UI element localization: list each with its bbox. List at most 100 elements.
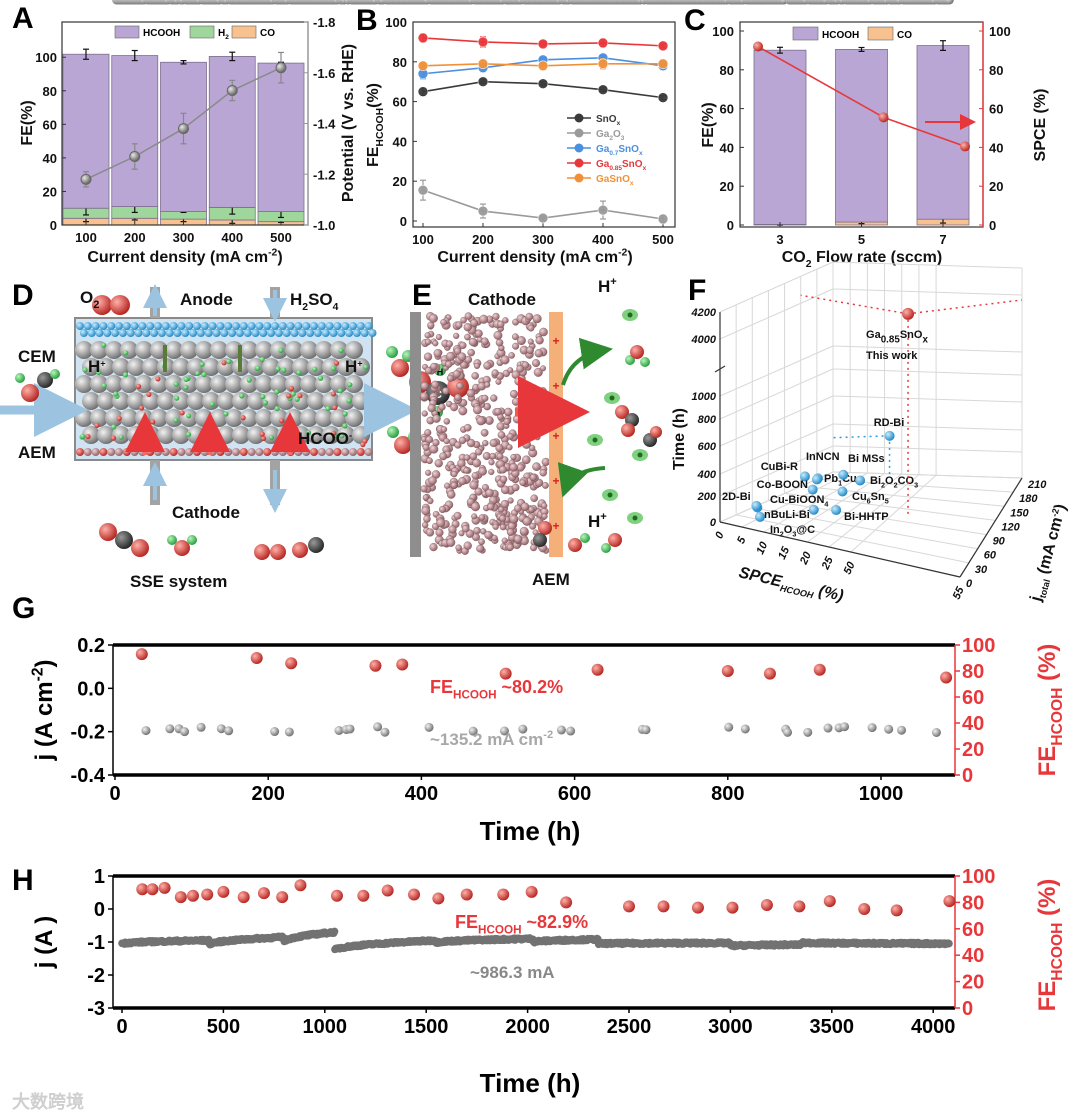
current-annotation-part: ~986.3 mA bbox=[470, 963, 555, 982]
fe-point bbox=[760, 899, 773, 912]
data-point bbox=[597, 58, 609, 70]
legend-label-part: x bbox=[630, 180, 634, 187]
y-axis-label-part: j bbox=[31, 962, 58, 970]
cem-bead bbox=[325, 322, 334, 330]
potential-point bbox=[275, 62, 287, 74]
cem-bead bbox=[122, 322, 131, 330]
y2-tick-label: -1.2 bbox=[313, 167, 335, 182]
cem-bead bbox=[290, 329, 299, 337]
cathode-plate bbox=[410, 312, 421, 557]
molecule-atom bbox=[538, 521, 552, 535]
current-point bbox=[424, 722, 434, 732]
x-tick-label: 1000 bbox=[859, 783, 904, 805]
catalyst-particle bbox=[507, 497, 514, 504]
formate-dot bbox=[297, 393, 303, 399]
catalyst-particle bbox=[534, 349, 543, 358]
point-label-part: 2 bbox=[894, 480, 898, 489]
x-axis-label-part: SPCE bbox=[737, 564, 785, 591]
label-aem: AEM bbox=[18, 443, 56, 462]
y-axis-label-part: FE bbox=[365, 146, 382, 167]
catalyst-particle bbox=[480, 428, 489, 437]
catalyst-particle bbox=[527, 324, 535, 332]
cem-bead bbox=[91, 322, 100, 330]
electrolyte-particle bbox=[135, 341, 153, 359]
catalyst-particle bbox=[420, 381, 429, 391]
cem-bead bbox=[111, 329, 120, 337]
catalyst-particle bbox=[429, 543, 438, 552]
catalyst-particle bbox=[496, 452, 504, 460]
cem-bead bbox=[313, 329, 322, 337]
catalyst-particle bbox=[471, 513, 478, 520]
current-point bbox=[931, 728, 941, 738]
legend-label-part: 2 bbox=[225, 34, 229, 41]
catalyst-particle bbox=[489, 438, 498, 448]
proton-core bbox=[632, 515, 638, 521]
electrolyte-particle bbox=[127, 392, 145, 410]
label-h2so4-part: 2 bbox=[302, 302, 308, 313]
electrolyte-particle bbox=[337, 392, 355, 410]
y2-tick-label: -1.4 bbox=[313, 117, 336, 132]
electrolyte-particle bbox=[270, 375, 288, 393]
point-label: Bi MSs bbox=[848, 453, 885, 465]
watermark: 大数跨境 bbox=[12, 1091, 84, 1112]
cem-bead bbox=[76, 322, 84, 330]
cem-bead bbox=[126, 329, 135, 337]
fe-point bbox=[591, 663, 604, 676]
current-point bbox=[165, 724, 175, 734]
point-label-part: 3 bbox=[792, 529, 796, 538]
point-label: Ga0.85SnOx bbox=[866, 329, 928, 346]
fe-point bbox=[158, 881, 171, 894]
x-tick-label: 25 bbox=[819, 554, 836, 572]
fe-annotation-part: FE bbox=[430, 677, 453, 697]
data-point-cu-bioon4 bbox=[808, 504, 819, 515]
legend-label-part: H bbox=[218, 28, 225, 39]
y-tick-label: 60 bbox=[720, 102, 734, 117]
guide-line bbox=[829, 435, 891, 476]
catalyst-particle bbox=[517, 336, 526, 345]
cem-bead bbox=[232, 322, 240, 330]
molecule-atom bbox=[621, 423, 635, 437]
cem-bead bbox=[271, 322, 279, 330]
aem-bead bbox=[364, 448, 373, 456]
data-point bbox=[477, 36, 489, 48]
side-wall-grid bbox=[719, 395, 834, 447]
y-tick-label: 40 bbox=[43, 151, 57, 166]
catalyst-particle bbox=[501, 537, 508, 544]
cem-bead bbox=[243, 329, 252, 337]
z-tick-label: 600 bbox=[698, 441, 717, 453]
y-tick-label: 80 bbox=[720, 63, 734, 78]
atom-label: C bbox=[434, 389, 442, 401]
electrolyte-particle bbox=[105, 409, 123, 427]
x-tick-label: 0 bbox=[713, 529, 727, 540]
y2-tick-label: 80 bbox=[989, 63, 1003, 78]
cem-bead bbox=[189, 329, 198, 337]
proton-dot bbox=[317, 375, 324, 381]
electrolyte-particle bbox=[127, 358, 145, 376]
fe-point bbox=[460, 888, 473, 901]
electrolyte-particle bbox=[322, 426, 340, 444]
proton-dot bbox=[123, 350, 129, 356]
y-axis-label-part: (A cm bbox=[31, 681, 58, 753]
fe-point bbox=[721, 665, 734, 677]
catalyst-particle bbox=[522, 516, 532, 526]
y-tick-label: 80 bbox=[43, 84, 57, 99]
y2-axis-label-part: HCOOH bbox=[1049, 688, 1066, 746]
cem-bead bbox=[298, 329, 307, 337]
catalyst-particle bbox=[488, 459, 495, 466]
panel-label-c: C bbox=[684, 4, 706, 37]
data-point-rd-bi bbox=[884, 430, 895, 441]
x-tick-label: 300 bbox=[173, 230, 195, 245]
proton-dot bbox=[330, 365, 336, 372]
catalyst-particle bbox=[427, 321, 435, 329]
cem-bead bbox=[352, 329, 361, 337]
aem-bead bbox=[154, 448, 162, 456]
electrolyte-particle bbox=[90, 375, 108, 393]
x-tick-label: 7 bbox=[939, 232, 946, 247]
electrolyte-particle bbox=[337, 426, 355, 444]
catalyst-particle bbox=[420, 485, 428, 493]
y-axis-label-part: (%) bbox=[365, 83, 382, 108]
label-anode: Anode bbox=[180, 290, 233, 309]
floor-grid bbox=[800, 485, 1005, 507]
catalyst-particle bbox=[534, 434, 541, 441]
x-tick-label: 500 bbox=[207, 1016, 240, 1038]
